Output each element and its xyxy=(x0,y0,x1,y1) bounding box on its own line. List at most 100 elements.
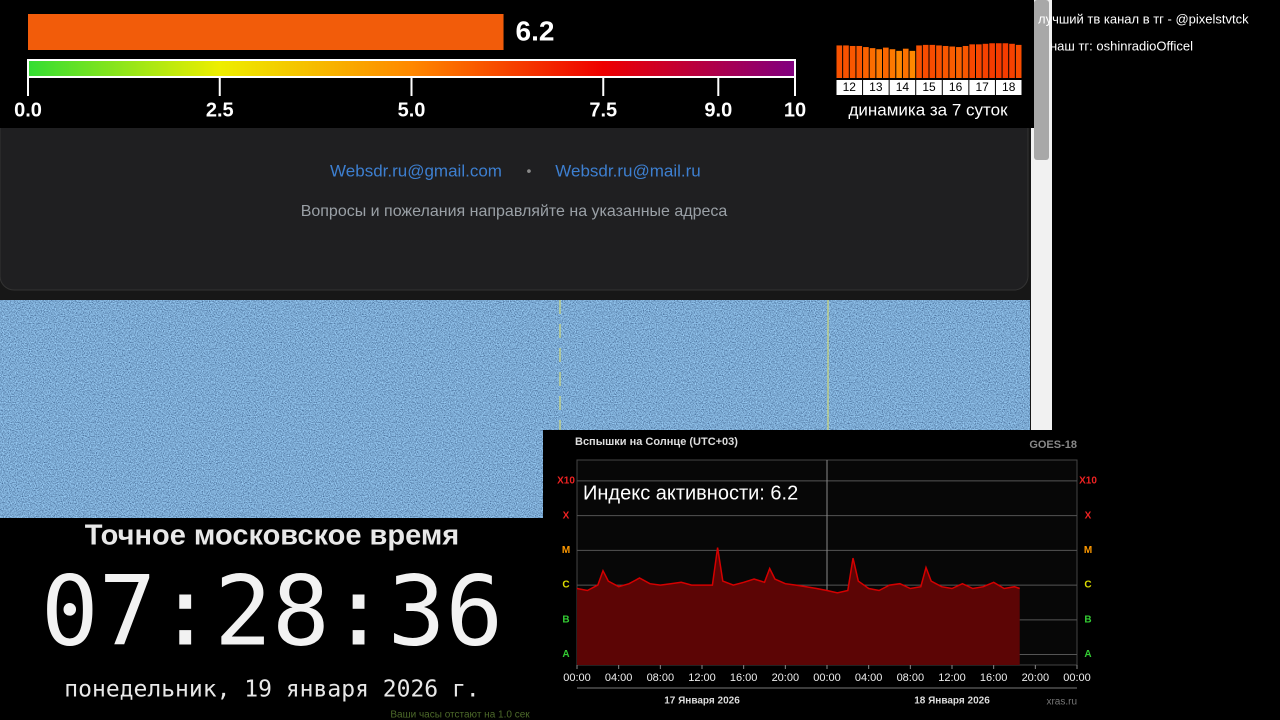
x-tick-label: 04:00 xyxy=(855,672,883,684)
history-bar xyxy=(876,49,882,78)
day-label: 16 xyxy=(949,80,963,94)
history-caption: динамика за 7 суток xyxy=(848,100,1008,119)
history-bar xyxy=(896,50,902,78)
history-bar xyxy=(929,44,936,78)
y-tick-label: X10 xyxy=(557,476,575,487)
day-box xyxy=(916,80,942,95)
history-bar xyxy=(949,46,956,78)
history-bar xyxy=(1009,43,1015,78)
x-tick-label: 20:00 xyxy=(772,672,800,684)
history-bar xyxy=(976,44,982,78)
flare-annotation: Индекс активности: 6.2 xyxy=(583,482,798,504)
clock-panel xyxy=(0,518,543,720)
x-tick-label: 16:00 xyxy=(980,672,1008,684)
y-tick-label: A xyxy=(562,649,569,660)
day-box xyxy=(863,80,889,95)
clock-title: Точное московское время xyxy=(85,520,459,552)
date-label: 17 Января 2026 xyxy=(664,696,740,707)
flare-source: GOES-18 xyxy=(1029,439,1077,451)
history-bar xyxy=(836,45,843,78)
history-bar xyxy=(902,48,909,78)
x-tick-label: 00:00 xyxy=(1063,672,1091,684)
x-tick-label: 20:00 xyxy=(1022,672,1050,684)
history-bar xyxy=(883,47,889,78)
x-tick-label: 00:00 xyxy=(563,672,591,684)
history-bar xyxy=(1002,43,1009,78)
history-bar xyxy=(849,45,856,78)
gauge: 6.2 0.0 2.5 5.0 7.5 9.0 10 12 13 14 15 16 17 18 xyxy=(14,14,1022,121)
history-bar xyxy=(1015,44,1022,78)
gauge-tick-label: 7.5 xyxy=(589,99,617,121)
history-bar xyxy=(916,45,922,78)
day-box xyxy=(836,80,863,95)
history-bar xyxy=(909,50,916,78)
scrollbar-thumb[interactable] xyxy=(1034,0,1049,160)
y-tick-label: X xyxy=(563,510,570,521)
y-tick-label: X10 xyxy=(1079,476,1097,487)
separator: • xyxy=(527,163,532,179)
note: Вопросы и пожелания направляйте на указа… xyxy=(301,203,728,220)
x-tick-label: 04:00 xyxy=(605,672,633,684)
history-bar xyxy=(936,45,942,78)
gauge-tick-label: 5.0 xyxy=(398,99,426,121)
email-link[interactable]: Websdr.ru@mail.ru xyxy=(555,161,700,180)
flux-line xyxy=(576,547,1020,594)
day-box xyxy=(889,80,916,95)
y-tick-label: M xyxy=(562,545,570,556)
flux-area xyxy=(577,547,1020,665)
day-label: 14 xyxy=(896,80,910,94)
day-label: 12 xyxy=(843,80,857,94)
y-tick-label: M xyxy=(1084,545,1092,556)
clock-offset: Ваши часы отстают на 1.0 сек xyxy=(390,710,530,720)
day-box xyxy=(969,80,995,95)
day-label: 13 xyxy=(869,80,883,94)
history-bar xyxy=(982,43,989,78)
day-label: 18 xyxy=(1002,80,1016,94)
gauge-tick-label: 2.5 xyxy=(206,99,234,121)
day-label: 17 xyxy=(975,80,989,94)
history-bar xyxy=(995,43,1002,78)
history-bar xyxy=(869,48,876,78)
y-tick-label: B xyxy=(562,614,569,625)
promo-line: наш тг: oshinradioOfficel xyxy=(1050,38,1193,53)
history-bar xyxy=(856,45,863,78)
history-bar xyxy=(843,45,849,78)
gauge-tick-label: 10 xyxy=(784,99,806,121)
flare-credit: xras.ru xyxy=(1046,697,1077,708)
history-bar xyxy=(956,47,962,78)
y-tick-label: A xyxy=(1084,649,1091,660)
history-bar xyxy=(942,45,949,78)
day-box xyxy=(995,80,1022,95)
flare-chart: A A B B C C M M X X X10 X10 00:00 04:00 08:00 12:00 16:0… xyxy=(557,460,1097,707)
y-tick-label: C xyxy=(1084,580,1091,591)
history-bar xyxy=(863,47,869,78)
history-bar xyxy=(922,44,929,78)
history-bar xyxy=(962,45,969,78)
contact-panel xyxy=(0,99,1029,291)
clock-date: понедельник, 19 января 2026 г. xyxy=(64,677,479,703)
day-label: 15 xyxy=(922,80,936,94)
gauge-scale xyxy=(27,59,796,78)
x-tick-label: 16:00 xyxy=(730,672,758,684)
flare-title: Вспышки на Солнце (UTC+03) xyxy=(575,436,738,448)
gauge-tick-label: 0.0 xyxy=(14,99,42,121)
x-tick-label: 08:00 xyxy=(647,672,675,684)
gauge-bar xyxy=(28,14,504,50)
y-tick-label: X xyxy=(1085,510,1092,521)
gauge-value: 6.2 xyxy=(516,15,555,46)
x-tick-label: 08:00 xyxy=(897,672,925,684)
x-tick-label: 12:00 xyxy=(688,672,716,684)
email-link[interactable]: Websdr.ru@gmail.com xyxy=(330,161,502,180)
history-bar xyxy=(969,44,975,78)
x-tick-label: 00:00 xyxy=(813,672,841,684)
y-tick-label: C xyxy=(562,580,569,591)
y-tick-label: B xyxy=(1084,614,1091,625)
clock-time: 07:28:36 xyxy=(41,555,503,667)
history-bar xyxy=(989,43,995,78)
day-box xyxy=(942,80,969,95)
history-chart: 12 13 14 15 16 17 18 xyxy=(836,43,1022,95)
promo-line: лучший тв канал в тг - @pixelstvtck xyxy=(1038,11,1249,26)
x-tick-label: 12:00 xyxy=(938,672,966,684)
